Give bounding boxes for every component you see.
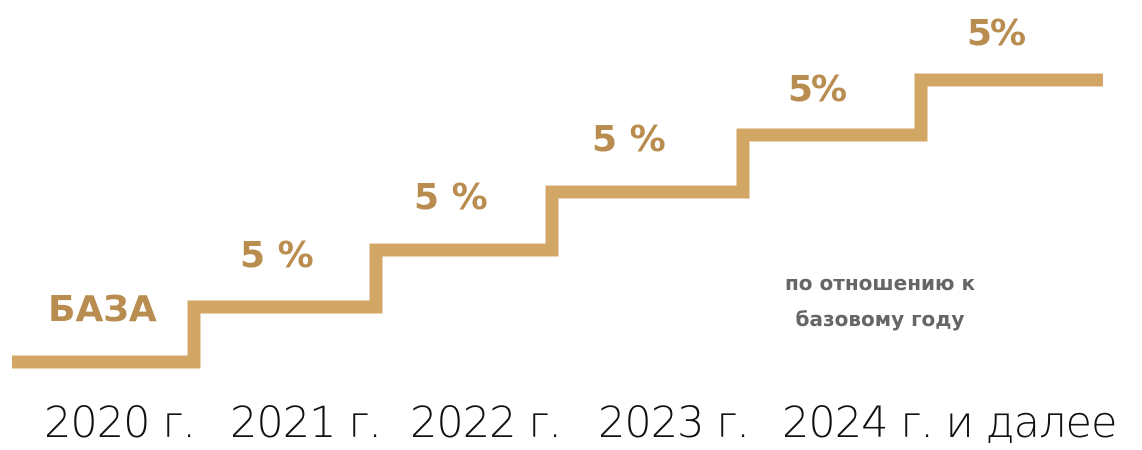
step-label-2021: 5 % bbox=[240, 235, 314, 276]
step-label-top: 5% bbox=[967, 13, 1026, 54]
year-label-2022: 2022 г. bbox=[410, 398, 562, 448]
year-label-2024: 2024 г. и далее bbox=[782, 398, 1117, 448]
step-label-2024: 5% bbox=[788, 69, 847, 110]
year-label-2021: 2021 г. bbox=[230, 398, 382, 448]
year-label-2020: 2020 г. bbox=[44, 398, 196, 448]
year-label-2023: 2023 г. bbox=[598, 398, 750, 448]
step-label-2022: 5 % bbox=[414, 177, 488, 218]
step-label-2023: 5 % bbox=[592, 119, 666, 160]
staircase-line bbox=[12, 73, 1103, 369]
step-label-base: БАЗА bbox=[48, 289, 157, 330]
base-year-note: по отношению к базовому году bbox=[784, 271, 976, 331]
year-axis: 2020 г. 2021 г. 2022 г. 2023 г. 2024 г. … bbox=[0, 396, 1142, 450]
